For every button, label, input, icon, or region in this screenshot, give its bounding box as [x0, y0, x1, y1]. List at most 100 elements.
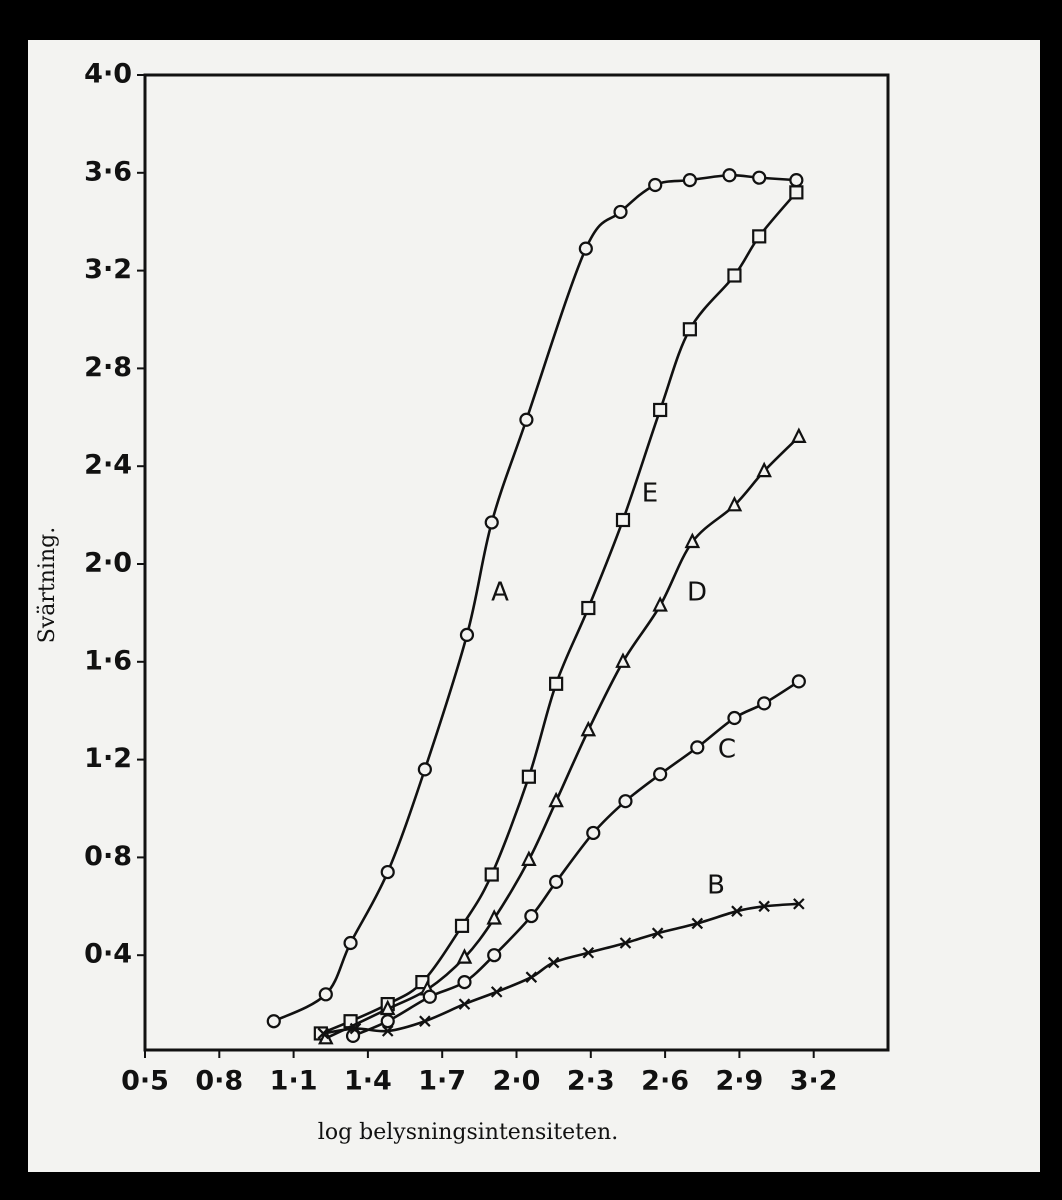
y-tick-label: 1·6: [84, 645, 132, 676]
square-marker: [581, 600, 596, 616]
cross-marker: [582, 946, 595, 959]
paper: [28, 40, 1040, 1172]
triangle-marker: [615, 652, 631, 668]
square-marker: [484, 867, 499, 882]
triangle-marker: [521, 850, 537, 866]
circle-marker: [519, 412, 534, 427]
curve-label: D: [687, 578, 707, 608]
cross-marker: [651, 927, 664, 939]
triangle-marker: [580, 720, 597, 737]
circle-marker: [618, 794, 633, 809]
x-tick-label: 1·1: [270, 1066, 318, 1097]
curve-label: A: [491, 578, 509, 608]
y-tick-label: 2·4: [84, 450, 132, 481]
circle-marker: [487, 948, 502, 963]
circle-marker: [586, 825, 601, 841]
x-tick-label: 3·2: [790, 1066, 838, 1097]
cross-marker: [381, 1025, 394, 1037]
cross-marker: [758, 900, 770, 913]
x-tick-label: 1·4: [344, 1066, 392, 1097]
y-tick-label: 0·8: [84, 841, 132, 872]
cross-marker: [490, 986, 503, 998]
x-tick-label: 0·8: [195, 1066, 243, 1097]
circle-marker: [578, 241, 593, 256]
circle-marker: [653, 767, 668, 782]
circle-marker: [789, 173, 804, 188]
circle-marker: [318, 987, 333, 1002]
cross-marker: [525, 971, 538, 983]
x-tick-label: 0·5: [121, 1066, 169, 1097]
square-marker: [615, 512, 631, 528]
cross-marker: [691, 917, 704, 930]
x-axis-label: log belysningsintensiteten.: [318, 1120, 618, 1145]
circle-marker: [524, 908, 539, 924]
y-tick-label: 2·8: [84, 352, 132, 383]
circle-marker: [690, 740, 705, 755]
circle-marker: [422, 989, 437, 1004]
square-marker: [549, 676, 564, 691]
triangle-marker: [756, 461, 772, 478]
y-tick-label: 0·4: [84, 939, 132, 970]
y-tick-label: 2·0: [84, 548, 132, 579]
x-tick-label: 2·0: [493, 1066, 541, 1097]
y-tick-label: 4·0: [84, 59, 132, 90]
square-marker: [653, 402, 668, 418]
square-marker: [727, 268, 742, 283]
y-tick-label: 3·2: [84, 254, 132, 285]
x-tick-label: 2·9: [715, 1066, 763, 1097]
x-tick-label: 2·6: [641, 1066, 689, 1097]
circle-marker: [380, 1014, 395, 1029]
circle-marker: [757, 696, 772, 711]
curve-label: B: [707, 871, 725, 901]
triangle-marker: [379, 999, 396, 1016]
curve: [320, 191, 798, 1035]
triangle-marker: [548, 791, 564, 808]
curve: [325, 435, 800, 1040]
circle-marker: [549, 874, 564, 889]
triangle-marker: [652, 596, 668, 612]
triangle-marker: [726, 495, 743, 512]
circle-marker: [380, 864, 395, 880]
circle-marker: [613, 204, 628, 220]
x-tick-label: 1·7: [418, 1066, 466, 1097]
cross-marker: [419, 1015, 431, 1027]
cross-marker: [458, 998, 471, 1010]
y-tick-label: 3·6: [84, 156, 132, 187]
triangle-marker: [791, 427, 807, 443]
circle-marker: [484, 515, 499, 530]
curve-label: C: [718, 735, 736, 765]
curve-label: E: [642, 479, 658, 509]
circle-marker: [791, 674, 806, 689]
triangle-marker: [684, 532, 701, 549]
circle-marker: [343, 935, 358, 951]
x-tick-label: 2·3: [567, 1066, 615, 1097]
circle-marker: [682, 173, 697, 188]
circle-marker: [266, 1014, 281, 1029]
y-tick-label: 1·2: [84, 743, 132, 774]
y-axis-label: Svärtning.: [35, 527, 60, 643]
cross-marker: [547, 956, 560, 969]
cross-marker: [619, 937, 632, 949]
square-marker: [454, 918, 470, 933]
triangle-marker: [486, 909, 502, 925]
square-marker: [752, 229, 767, 244]
square-marker: [682, 322, 697, 337]
circle-marker: [727, 710, 742, 726]
triangle-marker: [456, 948, 473, 964]
circle-marker: [722, 168, 737, 183]
circle-marker: [459, 627, 475, 643]
circle-marker: [457, 974, 472, 990]
square-marker: [789, 185, 804, 200]
circle-marker: [752, 170, 767, 185]
circle-marker: [648, 177, 663, 193]
cross-marker: [731, 905, 743, 917]
square-marker: [521, 769, 536, 784]
circle-marker: [417, 762, 432, 777]
cross-marker: [349, 1022, 362, 1035]
cross-marker: [793, 898, 805, 910]
cross-marker: [317, 1027, 330, 1040]
curve: [273, 173, 797, 1023]
